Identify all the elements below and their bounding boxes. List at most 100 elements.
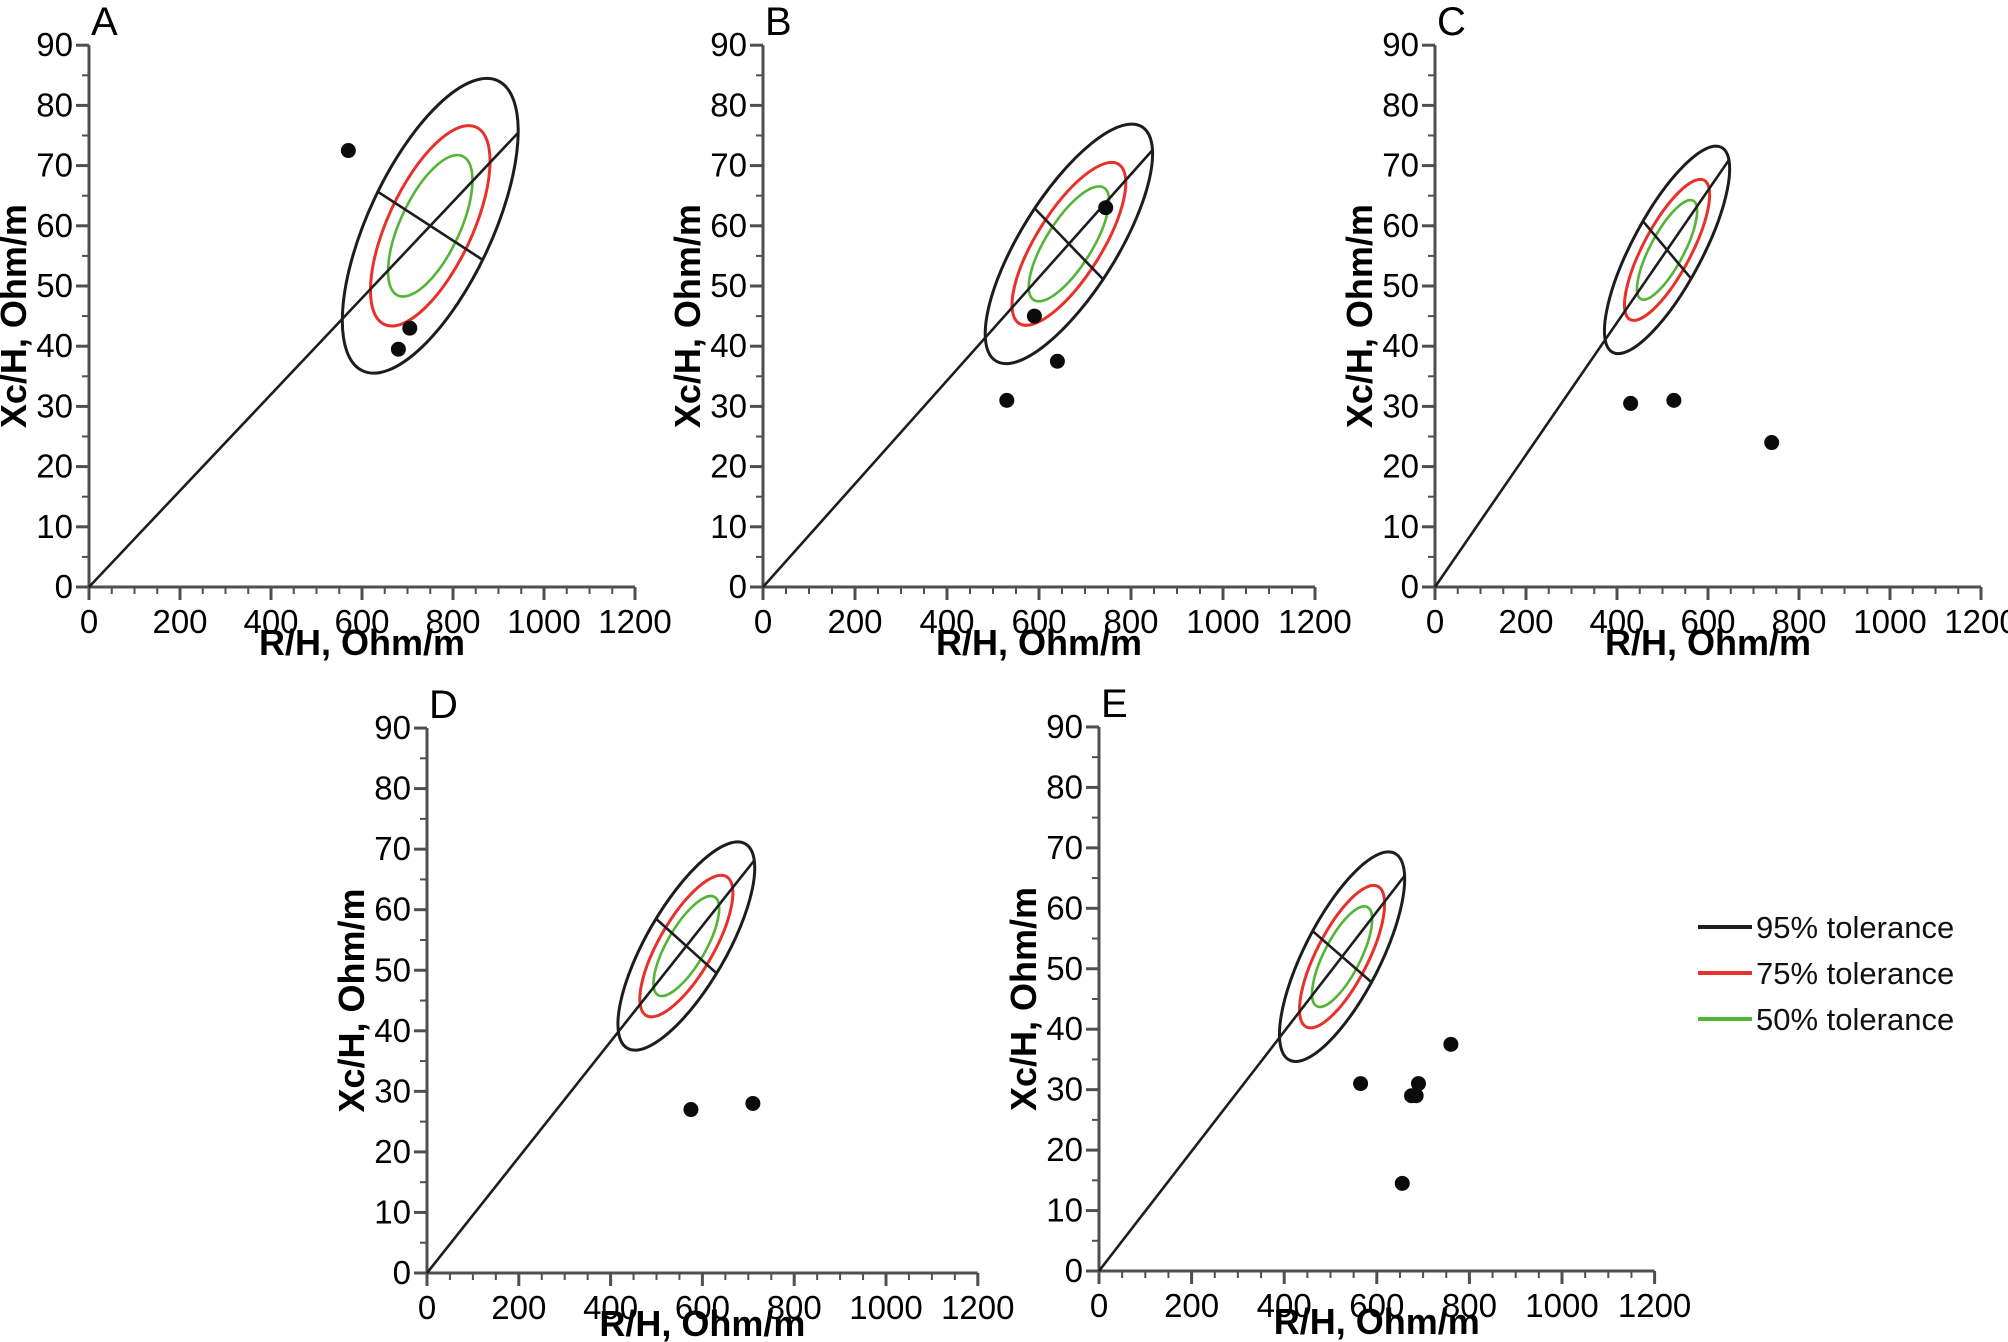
panel-E: 0 200 400 600 800 1000 1200 0 10 20 30 40 50 60 70 80 90… bbox=[1003, 682, 1691, 1342]
y-tick-label: 0 bbox=[729, 568, 747, 605]
x-axis-title: R/H, Ohm/m bbox=[599, 1303, 805, 1342]
y-tick-label: 80 bbox=[36, 86, 73, 123]
panel-letter: C bbox=[1437, 0, 1466, 44]
y-tick-label: 30 bbox=[1382, 387, 1419, 424]
y-tick-label: 40 bbox=[710, 327, 747, 364]
major-axis-line bbox=[1097, 874, 1406, 1272]
ellipse-50 bbox=[1310, 905, 1374, 1009]
ellipse-50 bbox=[652, 894, 721, 998]
major-axis-line bbox=[762, 149, 1154, 588]
x-tick-label: 0 bbox=[1090, 1287, 1108, 1324]
y-axis-title: Xc/H, Ohm/m bbox=[0, 204, 34, 428]
x-tick-label: 1200 bbox=[941, 1289, 1014, 1326]
data-point bbox=[1666, 392, 1682, 408]
y-tick-label: 60 bbox=[374, 891, 411, 928]
y-tick-label: 70 bbox=[710, 147, 747, 184]
data-point bbox=[1353, 1076, 1369, 1092]
panel-letter: B bbox=[765, 0, 792, 44]
x-tick-label: 1000 bbox=[507, 603, 580, 640]
y-tick-label: 40 bbox=[1046, 1010, 1083, 1047]
ellipse-95 bbox=[1277, 850, 1407, 1063]
x-tick-label: 800 bbox=[767, 1289, 822, 1326]
x-tick-label: 400 bbox=[919, 603, 974, 640]
data-point bbox=[1623, 395, 1639, 411]
minor-axis-line bbox=[1033, 207, 1105, 281]
x-axis-title: R/H, Ohm/m bbox=[1605, 622, 1811, 663]
panel-D: 0 200 400 600 800 1000 1200 0 10 20 30 40 50 60 70 80 90… bbox=[331, 683, 1015, 1342]
y-tick-label: 10 bbox=[710, 508, 747, 545]
y-tick-label: 10 bbox=[374, 1193, 411, 1230]
data-point bbox=[402, 320, 418, 336]
y-tick-label: 60 bbox=[36, 207, 73, 244]
data-point bbox=[390, 341, 406, 357]
y-tick-label: 30 bbox=[36, 387, 73, 424]
y-tick-label: 70 bbox=[36, 147, 73, 184]
legend-label-95: 95% tolerance bbox=[1756, 909, 1955, 945]
panel-A: 0 200 400 600 800 1000 1200 0 10 20 30 40 50 60 70 80 90… bbox=[0, 0, 672, 663]
data-point bbox=[1394, 1175, 1410, 1191]
y-tick-label: 20 bbox=[374, 1133, 411, 1170]
y-tick-label: 60 bbox=[1382, 207, 1419, 244]
x-tick-label: 1000 bbox=[1525, 1287, 1598, 1324]
y-tick-label: 90 bbox=[374, 709, 411, 746]
x-tick-label: 600 bbox=[1011, 603, 1066, 640]
y-tick-label: 60 bbox=[1046, 889, 1083, 926]
x-tick-label: 200 bbox=[827, 603, 882, 640]
ellipse-50 bbox=[1635, 198, 1699, 301]
y-tick-label: 20 bbox=[1382, 448, 1419, 485]
x-tick-label: 400 bbox=[583, 1289, 638, 1326]
ellipse-50 bbox=[386, 153, 474, 298]
ellipse-75 bbox=[1010, 160, 1128, 327]
data-point bbox=[340, 143, 356, 159]
y-axis-title: Xc/H, Ohm/m bbox=[1339, 204, 1380, 428]
x-tick-label: 0 bbox=[754, 603, 772, 640]
x-tick-label: 1000 bbox=[1853, 603, 1926, 640]
y-tick-label: 70 bbox=[374, 830, 411, 867]
legend-item-50: 50% tolerance bbox=[1698, 996, 1954, 1042]
x-tick-label: 600 bbox=[1349, 1287, 1404, 1324]
x-tick-label: 1000 bbox=[1186, 603, 1259, 640]
panel-letter: A bbox=[91, 0, 118, 44]
ellipse-75 bbox=[1622, 177, 1712, 322]
x-tick-label: 600 bbox=[675, 1289, 730, 1326]
x-tick-label: 600 bbox=[1680, 603, 1735, 640]
y-tick-label: 60 bbox=[710, 207, 747, 244]
data-point bbox=[1026, 308, 1042, 324]
ellipse-95 bbox=[616, 840, 757, 1052]
y-tick-label: 70 bbox=[1382, 147, 1419, 184]
data-point bbox=[1764, 435, 1780, 451]
y-axis-title: Xc/H, Ohm/m bbox=[667, 204, 708, 428]
ellipse-95 bbox=[340, 76, 520, 375]
x-axis-title: R/H, Ohm/m bbox=[1274, 1301, 1480, 1342]
x-tick-label: 800 bbox=[1442, 1287, 1497, 1324]
tolerance-ellipses bbox=[616, 840, 757, 1052]
panel-letter: E bbox=[1101, 682, 1128, 726]
y-tick-label: 10 bbox=[1382, 508, 1419, 545]
legend-item-95: 95% tolerance bbox=[1698, 904, 1954, 950]
data-point bbox=[1410, 1076, 1426, 1092]
data-point bbox=[1098, 200, 1114, 216]
ellipse-75 bbox=[638, 873, 735, 1019]
legend-line-50-swatch bbox=[1698, 1017, 1752, 1021]
y-tick-label: 30 bbox=[710, 387, 747, 424]
x-tick-label: 200 bbox=[1164, 1287, 1219, 1324]
x-tick-label: 200 bbox=[152, 603, 207, 640]
data-point bbox=[683, 1102, 699, 1118]
major-axis-line bbox=[88, 131, 520, 588]
y-tick-label: 50 bbox=[36, 267, 73, 304]
x-axis-title: R/H, Ohm/m bbox=[259, 622, 465, 663]
legend-line-95-swatch bbox=[1698, 925, 1752, 929]
y-tick-label: 20 bbox=[1046, 1131, 1083, 1168]
legend-label-50: 50% tolerance bbox=[1756, 1001, 1955, 1037]
y-axis-title: Xc/H, Ohm/m bbox=[331, 888, 372, 1112]
y-tick-label: 80 bbox=[374, 770, 411, 807]
y-tick-label: 30 bbox=[1046, 1071, 1083, 1108]
x-tick-label: 600 bbox=[334, 603, 389, 640]
legend-label-75: 75% tolerance bbox=[1756, 955, 1955, 991]
data-point bbox=[999, 392, 1015, 408]
y-tick-label: 40 bbox=[36, 327, 73, 364]
panel-B: 0 200 400 600 800 1000 1200 0 10 20 30 40 50 60 70 80 90… bbox=[667, 0, 1352, 663]
panel-C: 0 200 400 600 800 1000 1200 0 10 20 30 40 50 60 70 80 90… bbox=[1339, 0, 2008, 663]
y-tick-label: 40 bbox=[374, 1012, 411, 1049]
x-tick-label: 400 bbox=[243, 603, 298, 640]
